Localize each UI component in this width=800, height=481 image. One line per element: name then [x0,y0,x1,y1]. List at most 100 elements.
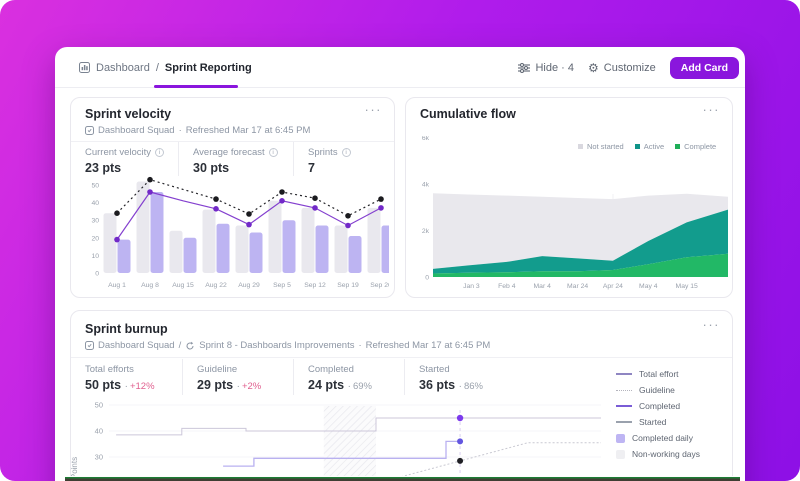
svg-text:Apr 24: Apr 24 [603,283,623,290]
burnup-stats: Total efforts 50 pts · +12% Guideline 29 … [71,359,516,395]
cumulative-chart[interactable]: 0 2k 4k 6k Jan 3 Feb 4 Mar 4 Mar 24 Apr 24 May 4 M… [419,136,731,294]
cumulative-flow-card: Cumulative flow ··· Not started Active Com… [405,97,733,298]
velocity-chart[interactable]: 0 10 20 30 40 50 Aug 1 Aug 8 Aug 15 Aug 22 Aug 29 S… [79,176,389,294]
info-icon[interactable]: i [341,148,351,157]
breadcrumb-separator: / [155,61,159,74]
svg-text:Mar 4: Mar 4 [534,283,552,290]
legend-swatch [634,144,640,149]
burnup-legend: Total effort Guideline Completed Started Com… [616,369,700,459]
velocity-card-title: Sprint velocity [85,107,172,121]
legend-item[interactable]: Completed [616,401,700,411]
svg-text:40: 40 [95,427,103,436]
burnup-card-menu[interactable]: ··· [702,317,720,332]
legend-item[interactable]: Not started [578,142,624,151]
sprint-burnup-card: Sprint burnup ··· Dashboard Squad / Spri… [70,310,733,481]
legend-item[interactable]: Total effort [616,369,700,379]
customize-button[interactable]: ⚙ Customize [588,62,656,74]
svg-text:Sep 26: Sep 26 [370,282,389,289]
legend-item[interactable]: Non-working days [616,449,700,459]
velocity-stat: Average forecast i 30 pts [178,142,293,176]
legend-item[interactable]: Started [616,417,700,427]
legend-swatch [578,144,583,149]
cumulative-card-menu[interactable]: ··· [702,102,720,117]
squad-icon [85,126,94,135]
burnup-team[interactable]: Dashboard Squad [98,340,175,351]
svg-text:Jan 3: Jan 3 [463,283,480,290]
info-icon[interactable]: i [155,148,164,157]
header-actions: Hide · 4 ⚙ Customize Add Card [518,47,739,88]
gear-icon: ⚙ [588,60,599,75]
screenshot-cut-artifact [65,476,740,481]
svg-text:0: 0 [425,275,429,282]
slash-separator: / [178,340,182,351]
dashboard-icon [79,62,90,73]
divider [71,141,394,142]
burnup-stat: Guideline 29 pts · +2% [182,359,293,395]
svg-text:Sep 12: Sep 12 [304,282,326,289]
svg-text:Sep 5: Sep 5 [273,282,291,289]
svg-text:4k: 4k [422,182,430,189]
svg-text:6k: 6k [422,136,430,142]
breadcrumb: Dashboard / Sprint Reporting [79,47,252,88]
velocity-refreshed: Refreshed Mar 17 at 6:45 PM [185,125,311,136]
burnup-stat: Started 36 pts · 86% [404,359,516,395]
svg-text:50: 50 [95,401,103,410]
squad-icon [85,341,94,350]
legend-item[interactable]: Completed daily [616,433,700,443]
svg-text:Aug 15: Aug 15 [172,282,194,289]
svg-text:Aug 22: Aug 22 [205,282,227,289]
svg-text:May 4: May 4 [639,283,658,290]
active-tab-indicator [154,85,238,88]
hide-button[interactable]: Hide · 4 [518,62,574,74]
velocity-stats: Current velocity i 23 pts Average forecas… [71,142,396,176]
velocity-card-menu[interactable]: ··· [364,102,382,117]
svg-text:2k: 2k [422,228,430,235]
burnup-sprint[interactable]: Sprint 8 - Dashboards Improvements [199,340,355,351]
svg-text:30: 30 [95,453,103,462]
breadcrumb-dashboard[interactable]: Dashboard [96,61,150,74]
customize-label: Customize [603,61,656,74]
legend-item[interactable]: Guideline [616,385,700,395]
velocity-team[interactable]: Dashboard Squad [98,125,175,136]
sprint-icon [186,341,194,349]
burnup-stat: Total efforts 50 pts · +12% [85,364,155,392]
svg-text:20: 20 [91,235,99,242]
svg-text:May 15: May 15 [676,283,699,290]
burnup-card-subtitle: Dashboard Squad / Sprint 8 - Dashboards … [85,340,490,351]
svg-text:Aug 8: Aug 8 [141,282,159,289]
svg-text:Mar 24: Mar 24 [567,283,588,290]
legend-item[interactable]: Complete [675,142,716,151]
add-card-button[interactable]: Add Card [669,56,739,79]
burnup-chart[interactable]: 50 40 30 [79,394,614,481]
tab-sprint-reporting[interactable]: Sprint Reporting [164,61,252,74]
filters-icon [518,62,531,73]
burnup-refreshed: Refreshed Mar 17 at 6:45 PM [365,340,491,351]
sprint-velocity-card: Sprint velocity ··· Dashboard Squad · Re… [70,97,395,298]
svg-text:Feb 4: Feb 4 [498,283,516,290]
svg-text:10: 10 [91,253,99,260]
info-icon[interactable]: i [268,148,278,157]
legend-swatch [675,144,681,149]
svg-text:30: 30 [91,218,99,225]
panel-header: Dashboard / Sprint Reporting Hide · 4 [55,47,745,88]
velocity-stat: Sprints i 7 [293,142,396,176]
svg-text:Aug 29: Aug 29 [238,282,260,289]
cumulative-card-title: Cumulative flow [420,107,516,121]
legend-item[interactable]: Active [634,142,664,151]
main-panel: Dashboard / Sprint Reporting Hide · 4 [55,47,745,481]
burnup-card-title: Sprint burnup [85,322,168,336]
hide-label: Hide · 4 [535,61,575,74]
svg-text:40: 40 [91,200,99,207]
velocity-card-subtitle: Dashboard Squad · Refreshed Mar 17 at 6:… [85,125,310,136]
svg-text:50: 50 [91,183,99,190]
dot-separator: · [178,125,182,136]
svg-text:0: 0 [95,271,99,278]
burnup-stat: Completed 24 pts · 69% [293,359,404,395]
velocity-stat: Current velocity i 23 pts [71,142,178,176]
divider [71,357,732,358]
svg-text:Aug 1: Aug 1 [108,282,126,289]
svg-text:Sep 19: Sep 19 [337,282,359,289]
dot-separator: · [358,340,362,351]
cumulative-legend: Not started Active Complete [578,142,716,151]
